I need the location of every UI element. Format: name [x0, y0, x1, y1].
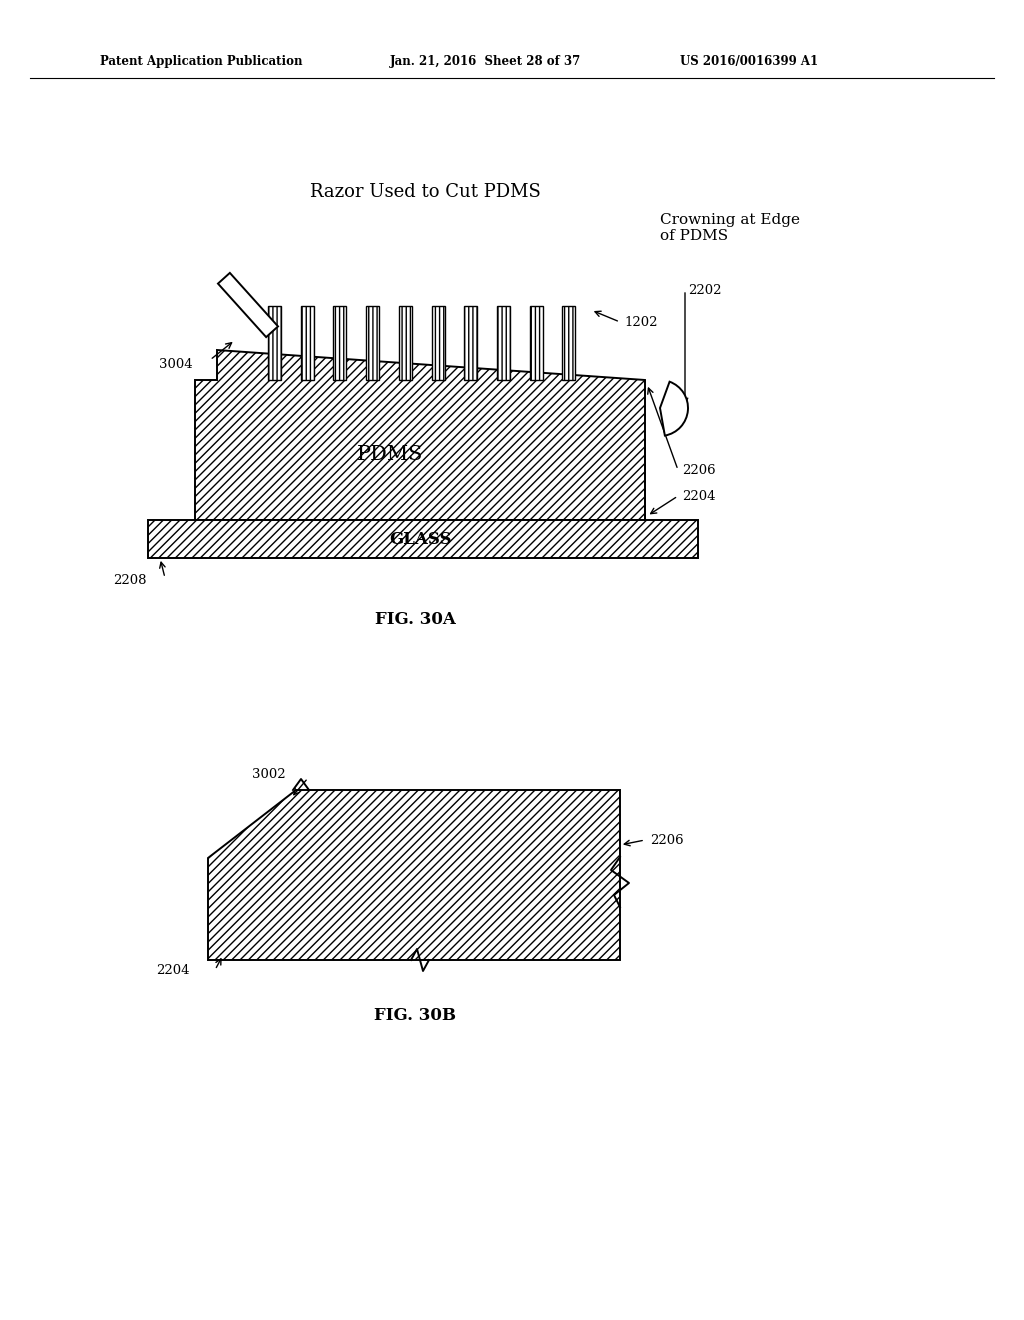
- Text: GLASS: GLASS: [389, 531, 452, 548]
- Bar: [497, 306, 510, 380]
- Text: 2206: 2206: [650, 833, 684, 846]
- Bar: [562, 306, 575, 380]
- Bar: [268, 306, 281, 380]
- Text: Patent Application Publication: Patent Application Publication: [100, 55, 302, 69]
- Bar: [464, 306, 477, 380]
- Text: 2204: 2204: [682, 490, 716, 503]
- Bar: [431, 306, 444, 380]
- Text: 2204: 2204: [157, 964, 190, 977]
- Bar: [398, 306, 412, 380]
- Text: 2208: 2208: [114, 573, 147, 586]
- Bar: [529, 306, 543, 380]
- Text: FIG. 30B: FIG. 30B: [374, 1006, 456, 1023]
- Wedge shape: [660, 381, 688, 436]
- Bar: [334, 306, 346, 380]
- Text: Crowning at Edge
of PDMS: Crowning at Edge of PDMS: [660, 213, 800, 243]
- Polygon shape: [148, 520, 698, 558]
- Text: 2206: 2206: [682, 463, 716, 477]
- Bar: [301, 306, 313, 380]
- Text: Razor Used to Cut PDMS: Razor Used to Cut PDMS: [310, 183, 541, 201]
- Text: FIG. 30A: FIG. 30A: [375, 611, 456, 628]
- Text: PDMS: PDMS: [356, 446, 423, 465]
- Text: 2202: 2202: [688, 284, 722, 297]
- Text: Jan. 21, 2016  Sheet 28 of 37: Jan. 21, 2016 Sheet 28 of 37: [390, 55, 582, 69]
- Polygon shape: [218, 273, 279, 337]
- Text: 1202: 1202: [624, 315, 657, 329]
- Text: US 2016/0016399 A1: US 2016/0016399 A1: [680, 55, 818, 69]
- Polygon shape: [208, 789, 620, 960]
- Text: 3004: 3004: [160, 358, 193, 371]
- Bar: [367, 306, 379, 380]
- Polygon shape: [195, 350, 645, 520]
- Text: 3002: 3002: [252, 768, 286, 781]
